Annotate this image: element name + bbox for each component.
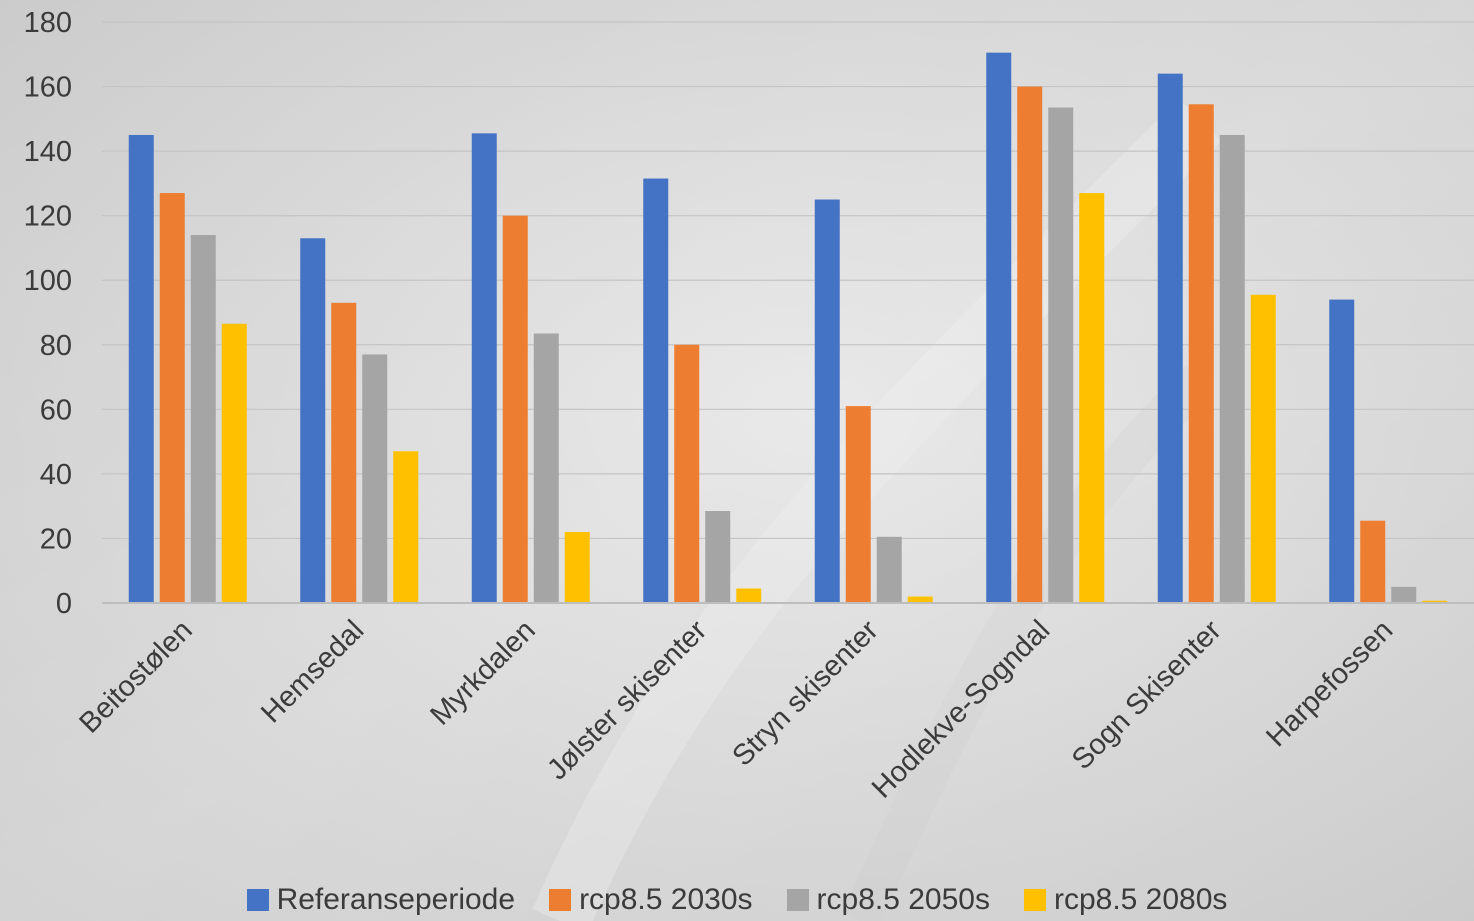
y-tick-label: 60 <box>40 394 72 426</box>
y-tick-label: 100 <box>24 265 72 297</box>
bar-1-2 <box>300 238 326 603</box>
bar-3-4 <box>705 511 731 603</box>
legend-swatch <box>246 889 269 911</box>
bar-1-1 <box>128 134 154 603</box>
y-tick-label: 120 <box>24 201 72 233</box>
legend-label: rcp8.5 2080s <box>1053 883 1228 916</box>
bar-2-3 <box>502 215 528 603</box>
legend-label: Referanseperiode <box>276 883 516 916</box>
bar-1-8 <box>1329 299 1355 603</box>
bar-4-4 <box>736 588 762 603</box>
legend-swatch <box>549 889 572 911</box>
bar-3-6 <box>1048 107 1074 604</box>
gridlines <box>102 21 1474 540</box>
bar-4-7 <box>1250 294 1276 603</box>
legend-label: rcp8.5 2050s <box>816 883 990 916</box>
bar-4-8 <box>1422 600 1448 603</box>
legend: Referanseperiode rcp8.5 2030s rcp8.5 2050s… <box>0 883 1474 917</box>
legend-item: rcp8.5 2080s <box>1023 883 1228 917</box>
bar-4-5 <box>907 596 933 603</box>
bar-1-4 <box>643 178 669 603</box>
bar-1-7 <box>1157 73 1183 603</box>
bar-4-3 <box>564 531 590 603</box>
bar-3-5 <box>876 536 902 603</box>
legend-swatch <box>1023 889 1046 911</box>
bar-3-3 <box>533 333 559 603</box>
y-tick-label: 80 <box>40 330 72 362</box>
y-tick-label: 140 <box>24 136 72 168</box>
bar-2-2 <box>331 302 357 603</box>
bar-1-6 <box>986 52 1012 604</box>
bar-3-2 <box>362 354 388 603</box>
bar-4-6 <box>1079 193 1105 604</box>
bar-2-4 <box>674 344 700 603</box>
bar-2-1 <box>159 193 185 604</box>
bar-2-7 <box>1188 104 1214 603</box>
bars <box>128 52 1448 604</box>
bar-2-6 <box>1017 86 1043 604</box>
bar-4-2 <box>393 451 419 603</box>
y-tick-label: 40 <box>40 459 72 491</box>
y-axis-tick-labels: 0 20 40 60 80 100 120 140 160 180 <box>24 7 72 620</box>
legend-swatch <box>786 889 809 911</box>
y-tick-label: 180 <box>24 7 72 39</box>
bar-4-1 <box>221 323 247 603</box>
legend-item: rcp8.5 2050s <box>786 883 990 917</box>
bar-2-8 <box>1360 520 1386 603</box>
bar-1-5 <box>814 199 840 603</box>
legend-item: Referanseperiode <box>246 883 516 917</box>
legend-item: rcp8.5 2030s <box>549 883 753 917</box>
bar-3-7 <box>1219 134 1245 603</box>
bar-2-5 <box>845 406 871 603</box>
y-tick-label: 160 <box>24 72 72 104</box>
bar-3-8 <box>1391 586 1417 603</box>
legend-label: rcp8.5 2030s <box>579 883 753 916</box>
y-tick-label: 0 <box>56 588 72 620</box>
bar-3-1 <box>190 235 216 604</box>
y-tick-label: 20 <box>40 523 72 555</box>
bar-1-3 <box>471 133 497 603</box>
